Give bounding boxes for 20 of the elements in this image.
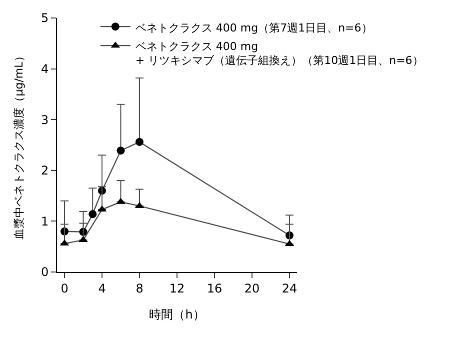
- y-tick-label: 5: [40, 11, 49, 26]
- x-tick-label: 4: [98, 281, 106, 296]
- y-tick-label: 4: [40, 62, 49, 76]
- y-tick-label: 0: [40, 265, 49, 280]
- y-tick-label: 2: [40, 164, 49, 178]
- x-tick-label: 8: [136, 281, 144, 296]
- x-tick-label: 0: [60, 281, 68, 296]
- point: [136, 138, 144, 146]
- y-axis-title: 血漿中ベネトクラクス濃度（μg/mL）: [12, 50, 26, 240]
- legend-label: ベネトクラクス 400 mg + リツキシマブ（遺伝子組換え）（第10週1日目、n=6）: [135, 40, 424, 68]
- x-tick-label: 16: [206, 281, 222, 296]
- x-tick-label: 24: [282, 281, 298, 296]
- point: [116, 146, 125, 155]
- legend-label: ベネトクラクス 400 mg（第7週1日目、n=6）: [135, 22, 372, 35]
- point: [88, 210, 97, 218]
- x-tick-label: 20: [244, 281, 260, 296]
- x-axis-title: 時間（h）: [149, 307, 205, 322]
- y-tick-label: 1: [40, 214, 49, 228]
- x-tick-label: 12: [169, 281, 185, 296]
- y-tick-label: 3: [40, 112, 49, 127]
